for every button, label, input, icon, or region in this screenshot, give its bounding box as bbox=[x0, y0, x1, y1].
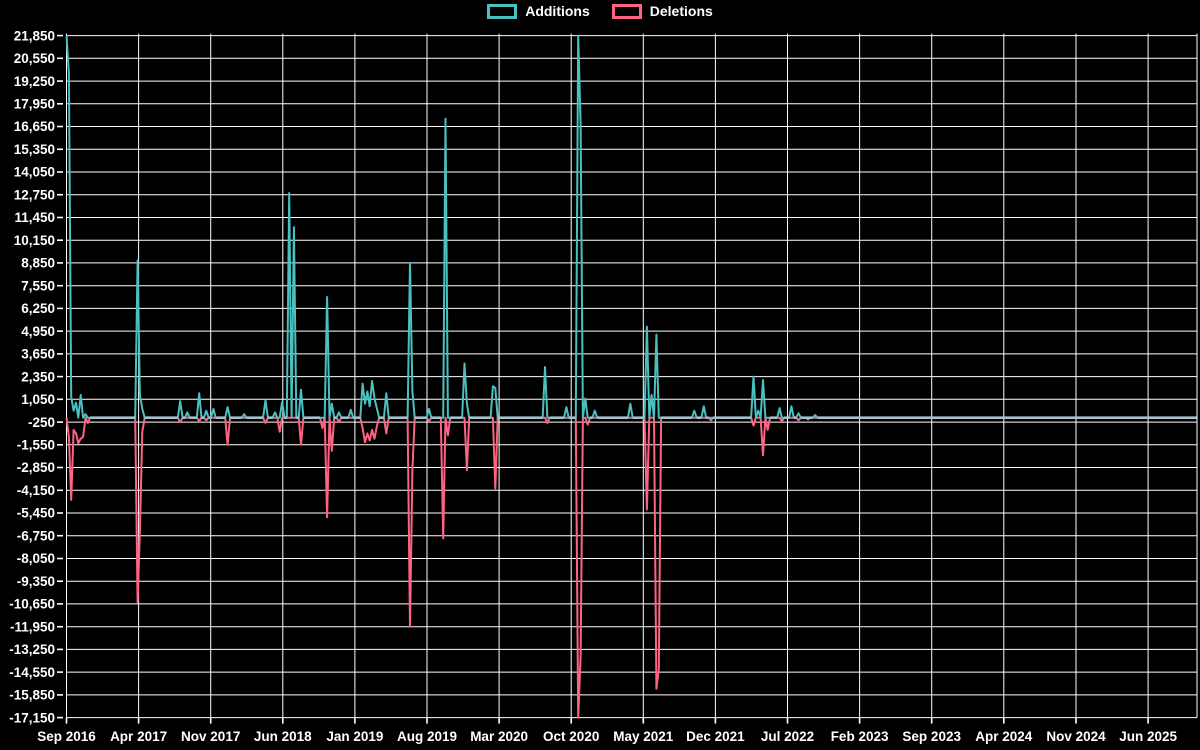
chart-legend: Additions Deletions bbox=[0, 4, 1200, 19]
svg-text:Sep 2023: Sep 2023 bbox=[902, 729, 961, 744]
y-grid-and-labels: 21,850 20,550 19,250 17,950 16,650 15,350 14,0… bbox=[9, 28, 1197, 725]
svg-text:2,350: 2,350 bbox=[21, 369, 55, 384]
svg-text:Jul 2022: Jul 2022 bbox=[761, 729, 814, 744]
svg-text:15,350: 15,350 bbox=[14, 142, 55, 157]
svg-text:Feb 2023: Feb 2023 bbox=[831, 729, 889, 744]
svg-text:Jan 2019: Jan 2019 bbox=[326, 729, 383, 744]
svg-text:-1,550: -1,550 bbox=[17, 438, 55, 453]
svg-text:21,850: 21,850 bbox=[14, 28, 55, 43]
svg-text:Dec 2021: Dec 2021 bbox=[686, 729, 745, 744]
svg-text:20,550: 20,550 bbox=[14, 51, 55, 66]
legend-item-deletions[interactable]: Deletions bbox=[611, 3, 713, 19]
svg-text:12,750: 12,750 bbox=[14, 187, 55, 202]
x-grid-and-labels: Sep 2016 Apr 2017 Nov 2017 Jun 2018 Jan 2019… bbox=[37, 33, 1198, 744]
deletions-legend-label: Deletions bbox=[649, 3, 713, 19]
svg-text:-17,150: -17,150 bbox=[9, 710, 55, 725]
svg-text:1,050: 1,050 bbox=[21, 392, 55, 407]
svg-text:-6,750: -6,750 bbox=[17, 528, 55, 543]
svg-text:-5,450: -5,450 bbox=[17, 506, 55, 521]
svg-text:8,850: 8,850 bbox=[21, 256, 55, 271]
svg-text:Aug 2019: Aug 2019 bbox=[397, 729, 457, 744]
svg-text:-9,350: -9,350 bbox=[17, 574, 55, 589]
svg-text:Jun 2018: Jun 2018 bbox=[254, 729, 312, 744]
svg-text:Oct 2020: Oct 2020 bbox=[543, 729, 599, 744]
svg-text:17,950: 17,950 bbox=[14, 97, 55, 112]
svg-text:19,250: 19,250 bbox=[14, 74, 55, 89]
deletions-line bbox=[65, 416, 1197, 719]
svg-text:Sep 2016: Sep 2016 bbox=[37, 729, 96, 744]
svg-text:-13,250: -13,250 bbox=[9, 642, 55, 657]
svg-text:3,650: 3,650 bbox=[21, 347, 55, 362]
svg-text:Apr 2024: Apr 2024 bbox=[975, 729, 1033, 744]
svg-text:-14,550: -14,550 bbox=[9, 665, 55, 680]
svg-text:14,050: 14,050 bbox=[14, 165, 55, 180]
svg-text:Jun 2025: Jun 2025 bbox=[1119, 729, 1177, 744]
deletions-legend-swatch bbox=[611, 4, 642, 19]
additions-legend-label: Additions bbox=[525, 3, 590, 19]
svg-text:-15,850: -15,850 bbox=[9, 688, 55, 703]
svg-text:Apr 2017: Apr 2017 bbox=[110, 729, 167, 744]
svg-text:Nov 2017: Nov 2017 bbox=[181, 729, 240, 744]
svg-text:-250: -250 bbox=[28, 415, 55, 430]
svg-text:May 2021: May 2021 bbox=[613, 729, 674, 744]
svg-text:4,950: 4,950 bbox=[21, 324, 55, 339]
legend-item-additions[interactable]: Additions bbox=[487, 4, 590, 19]
svg-text:11,450: 11,450 bbox=[14, 210, 55, 225]
svg-text:-8,050: -8,050 bbox=[17, 551, 55, 566]
svg-text:16,650: 16,650 bbox=[14, 119, 55, 134]
svg-text:7,550: 7,550 bbox=[21, 278, 55, 293]
additions-line bbox=[65, 34, 1197, 419]
svg-text:10,150: 10,150 bbox=[14, 233, 55, 248]
svg-text:Nov 2024: Nov 2024 bbox=[1046, 729, 1106, 744]
svg-text:-11,950: -11,950 bbox=[10, 619, 55, 634]
svg-text:-2,850: -2,850 bbox=[17, 460, 55, 475]
svg-text:Mar 2020: Mar 2020 bbox=[470, 729, 528, 744]
svg-text:-10,650: -10,650 bbox=[9, 597, 55, 612]
svg-text:6,250: 6,250 bbox=[21, 301, 55, 316]
additions-legend-swatch bbox=[487, 4, 518, 19]
svg-text:-4,150: -4,150 bbox=[17, 483, 55, 498]
